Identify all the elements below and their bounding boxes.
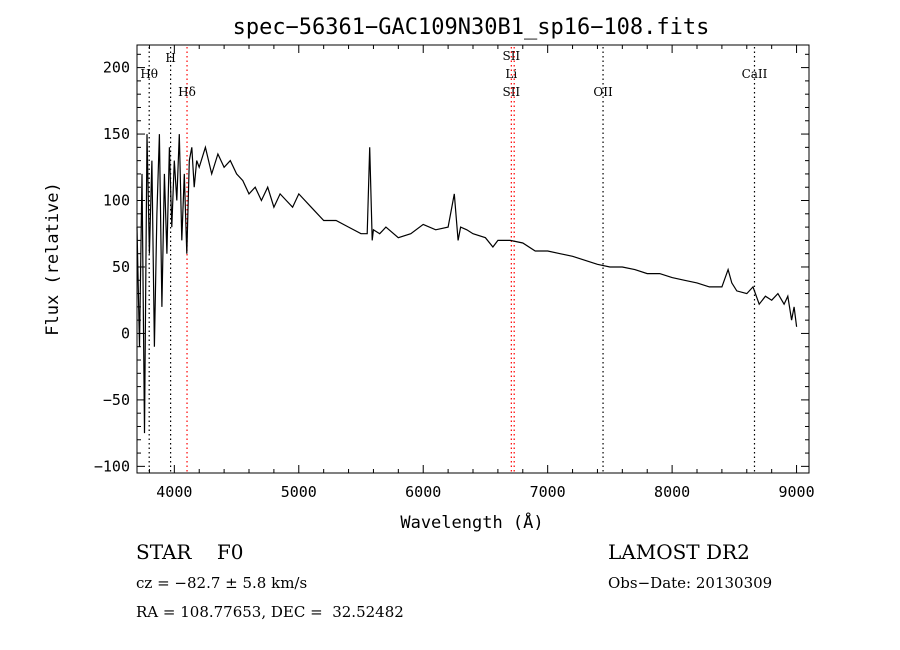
spectral-line-label: OII (593, 85, 613, 99)
y-tick-label: 200 (103, 59, 130, 77)
spectrum-series (136, 134, 798, 434)
x-tick-label: 5000 (281, 483, 317, 501)
classification-label: STAR F0 (136, 540, 244, 564)
spectral-line-label: H (165, 51, 175, 65)
spectrum-line (136, 134, 798, 434)
x-tick-label: 9000 (778, 483, 814, 501)
y-tick-label: −100 (94, 457, 130, 475)
chart-title: spec−56361−GAC109N30B1_sp16−108.fits (233, 15, 710, 40)
x-axis-label: Wavelength (Å) (400, 511, 543, 533)
x-tick-label: 4000 (156, 483, 192, 501)
y-axis-label: Flux (relative) (43, 182, 63, 336)
y-tick-label: 100 (103, 192, 130, 210)
y-tick-label: 150 (103, 125, 130, 143)
spectral-line-label: Hδ (178, 85, 196, 99)
spectral-line-label: CaII (742, 67, 768, 81)
x-tick-label: 7000 (530, 483, 566, 501)
spectral-line-markers: Hθ H Hδ SII Li SII OII CaII (140, 47, 768, 473)
x-tick-label: 8000 (654, 483, 690, 501)
survey-label: LAMOST DR2 (608, 540, 750, 564)
spectral-line-label: Li (505, 67, 517, 81)
spectral-line-label: SII (502, 49, 520, 63)
spectral-line-label: SII (502, 85, 520, 99)
x-tick-label: 6000 (405, 483, 441, 501)
y-tick-label: −50 (103, 391, 130, 409)
y-tick-label: 50 (112, 258, 130, 276)
redshift-label: cz = −82.7 ± 5.8 km/s (136, 574, 308, 592)
obs-date-label: Obs−Date: 20130309 (608, 574, 773, 592)
axis-ticks: 4000 5000 6000 7000 8000 9000 −100 −50 0 50 100 150… (94, 45, 815, 501)
spectral-line-label: Hθ (140, 67, 158, 81)
y-tick-label: 0 (121, 324, 130, 342)
plot-frame (136, 44, 810, 474)
coordinates-label: RA = 108.77653, DEC = 32.52482 (136, 603, 404, 621)
